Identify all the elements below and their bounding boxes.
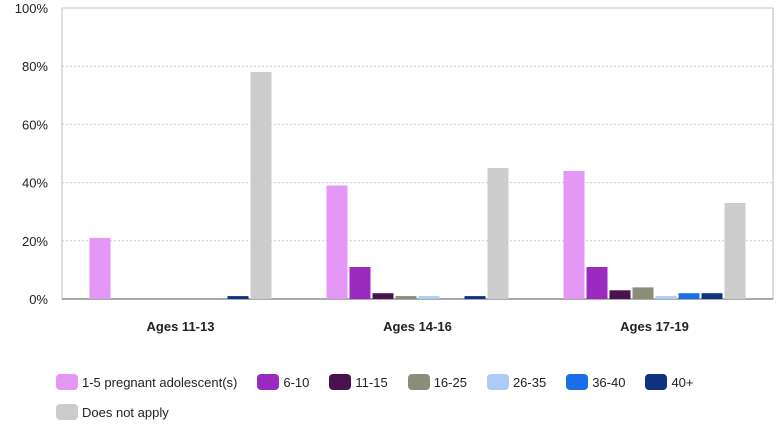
chart-legend: 1-5 pregnant adolescent(s) 6-10 11-15 16-25… [56, 372, 768, 422]
legend-swatch [56, 374, 78, 390]
legend-item: 26-35 [486, 372, 547, 392]
x-category-label: Ages 11-13 [147, 319, 215, 334]
legend-swatch [645, 374, 668, 390]
bar [632, 287, 654, 299]
bar [89, 237, 111, 299]
bar [586, 267, 608, 299]
x-axis-categories: Ages 11-13 Ages 14-16 Ages 17-19 [147, 319, 689, 334]
bar [372, 293, 394, 299]
legend-label: 1-5 pregnant adolescent(s) [82, 374, 238, 390]
y-tick-label: 100% [15, 1, 49, 16]
legend-label: 36-40 [592, 374, 626, 390]
legend-swatch [56, 404, 78, 420]
legend-label: 40+ [671, 374, 694, 390]
legend-label: 11-15 [355, 374, 388, 390]
legend-swatch [566, 374, 589, 390]
x-category-label: Ages 14-16 [383, 319, 452, 334]
legend-swatch [257, 374, 280, 390]
legend-item: 11-15 [329, 372, 388, 392]
y-axis-ticks: 0% 20% 40% 60% 80% 100% [15, 1, 49, 307]
legend-item: 1-5 pregnant adolescent(s) [56, 372, 237, 392]
bar [418, 296, 440, 299]
y-tick-label: 80% [22, 59, 48, 74]
legend-label: 6-10 [283, 374, 310, 390]
bar [655, 296, 677, 299]
y-tick-label: 20% [22, 234, 48, 249]
bar [464, 296, 486, 299]
y-tick-label: 40% [22, 176, 48, 191]
plot-area [61, 7, 774, 300]
bar [609, 290, 631, 299]
legend-item: 36-40 [566, 372, 625, 392]
bar [395, 296, 417, 299]
legend-swatch [329, 374, 352, 390]
bar [701, 293, 723, 299]
legend-item: 40+ [645, 372, 694, 392]
legend-item: 16-25 [407, 372, 467, 392]
y-tick-label: 0% [29, 292, 48, 307]
legend-swatch [486, 374, 509, 390]
bar [227, 296, 249, 299]
x-category-label: Ages 17-19 [620, 319, 689, 334]
bar [326, 185, 348, 299]
gridlines [61, 7, 774, 300]
bar [724, 203, 746, 299]
bar [678, 293, 700, 299]
bar [349, 267, 371, 299]
legend-swatch [407, 374, 430, 390]
bar [563, 171, 585, 299]
bar [487, 168, 509, 299]
bars [89, 72, 746, 299]
legend-item: 6-10 [257, 372, 309, 392]
legend-item: Does not apply [56, 402, 169, 422]
legend-label: 26-35 [512, 374, 547, 390]
legend-label: Does not apply [82, 404, 169, 420]
legend-label: 16-25 [433, 374, 467, 390]
bar [250, 72, 272, 299]
y-tick-label: 60% [22, 117, 48, 132]
